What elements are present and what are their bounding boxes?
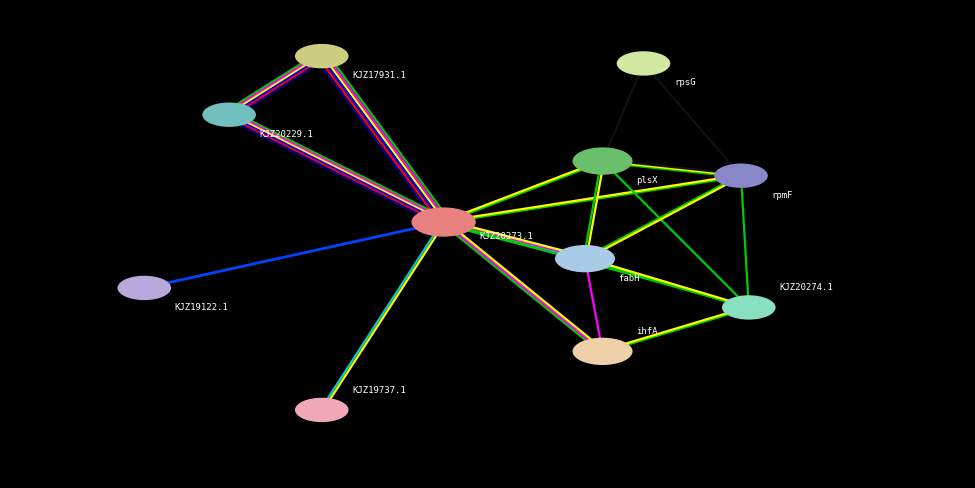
Ellipse shape (616, 51, 671, 76)
Text: rpmF: rpmF (771, 191, 793, 200)
Ellipse shape (294, 44, 349, 68)
Text: KJZ19122.1: KJZ19122.1 (175, 303, 228, 312)
Ellipse shape (203, 102, 255, 127)
Ellipse shape (572, 338, 633, 365)
Ellipse shape (722, 295, 776, 320)
Ellipse shape (294, 398, 349, 422)
Text: KJZ19737.1: KJZ19737.1 (352, 386, 406, 395)
Text: KJZ20229.1: KJZ20229.1 (259, 130, 313, 139)
Text: KJZ20273.1: KJZ20273.1 (480, 232, 533, 241)
Ellipse shape (714, 163, 768, 188)
Text: KJZ20274.1: KJZ20274.1 (779, 284, 833, 292)
Text: ihfA: ihfA (636, 327, 657, 336)
Ellipse shape (117, 276, 172, 300)
Text: KJZ17931.1: KJZ17931.1 (352, 71, 406, 80)
Ellipse shape (555, 245, 615, 272)
Text: fabH: fabH (618, 274, 640, 283)
Ellipse shape (411, 207, 476, 237)
Ellipse shape (572, 147, 633, 175)
Text: rpsG: rpsG (674, 79, 695, 87)
Text: plsX: plsX (636, 176, 657, 185)
